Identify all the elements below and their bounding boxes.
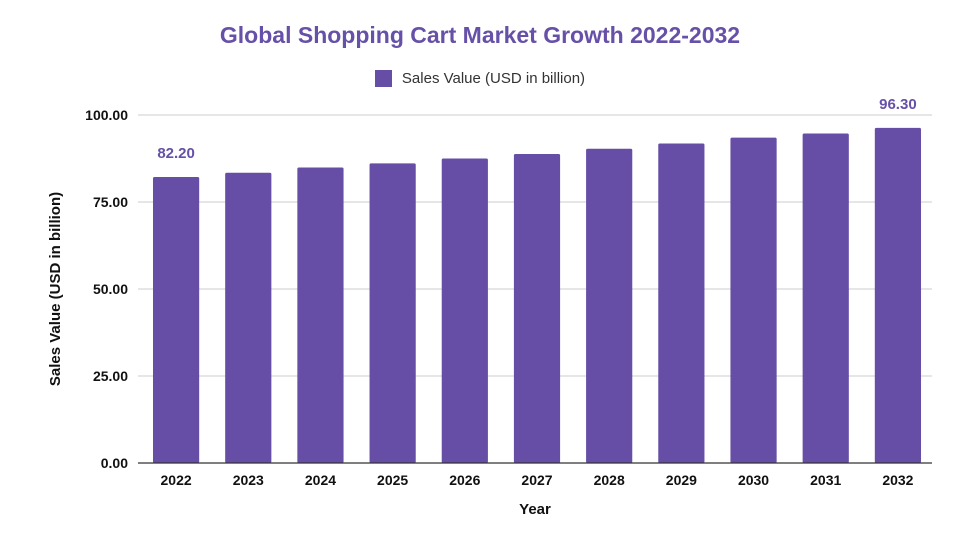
y-tick-label: 50.00 <box>93 281 128 297</box>
x-tick-label: 2023 <box>233 472 264 488</box>
y-tick-label: 75.00 <box>93 194 128 210</box>
legend-swatch <box>374 70 392 87</box>
bar-2028[interactable] <box>586 148 633 464</box>
bar-2022[interactable] <box>152 176 200 463</box>
x-tick-label: 2022 <box>161 472 192 488</box>
x-tick-label: 2031 <box>810 472 841 488</box>
x-tick-label: 2028 <box>594 472 625 488</box>
bar-2024[interactable] <box>297 167 344 463</box>
data-label-2022: 82.20 <box>157 145 195 162</box>
data-label-2032: 96.30 <box>879 96 917 113</box>
x-tick-label: 2030 <box>738 472 769 488</box>
y-axis-title: Sales Value (USD in billion) <box>47 192 64 386</box>
data-labels: 82.20 96.30 <box>157 96 916 162</box>
legend-label: Sales Value (USD in billion) <box>401 70 586 87</box>
bar-2026[interactable] <box>441 158 488 464</box>
bars <box>152 127 922 464</box>
bar-2023[interactable] <box>225 172 272 463</box>
x-tick-label: 2027 <box>521 472 552 488</box>
y-tick-label: 25.00 <box>93 368 128 384</box>
bar-2030[interactable] <box>730 137 777 463</box>
legend: Sales Value (USD in billion) <box>0 70 960 87</box>
bar-2032[interactable] <box>874 127 922 463</box>
bar-2025[interactable] <box>369 163 416 463</box>
bar-2027[interactable] <box>513 153 561 463</box>
x-tick-label: 2024 <box>305 472 336 488</box>
x-tick-label: 2029 <box>666 472 697 488</box>
bar-2031[interactable] <box>802 133 849 463</box>
x-tick-labels: 2022 2023 2024 2025 2026 2027 2028 2029 2030 2031… <box>161 472 914 488</box>
bar-2029[interactable] <box>658 143 705 463</box>
y-tick-label: 100.00 <box>85 107 128 123</box>
x-tick-label: 2032 <box>882 472 913 488</box>
x-tick-label: 2025 <box>377 472 408 488</box>
y-tick-label: 0.00 <box>101 455 128 471</box>
chart-title: Global Shopping Cart Market Growth 2022-… <box>219 22 741 48</box>
x-axis-title: Year <box>519 501 551 518</box>
x-tick-label: 2026 <box>449 472 480 488</box>
y-tick-labels: 0.00 25.00 50.00 75.00 100.00 <box>85 107 128 471</box>
